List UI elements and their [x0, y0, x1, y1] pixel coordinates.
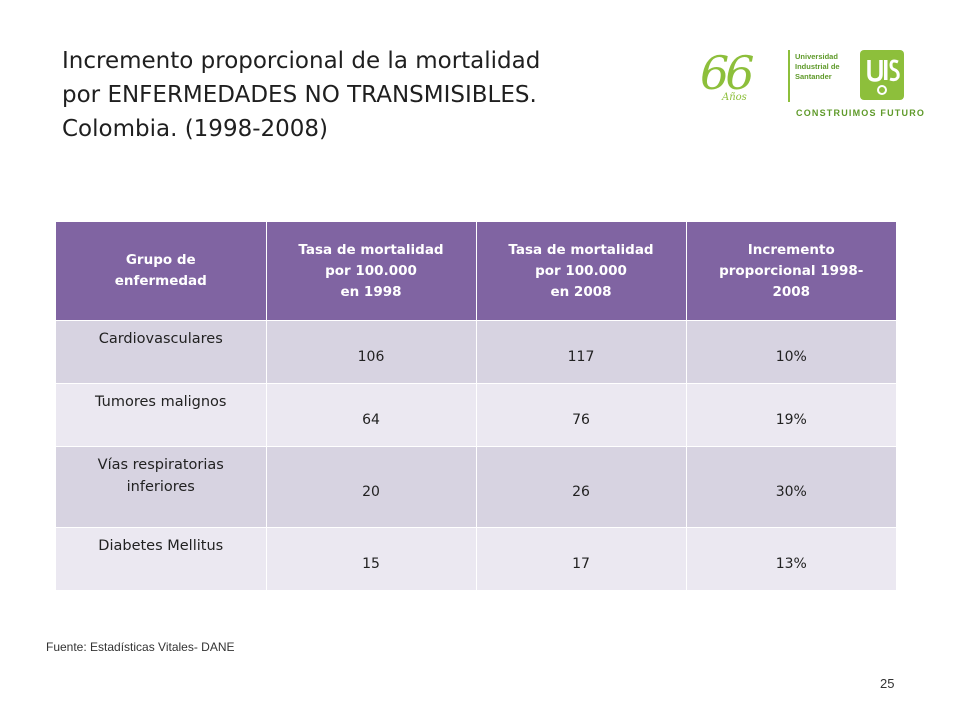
header-proportional-increase: Incremento proporcional 1998- 2008 [686, 222, 896, 321]
uis-shield-icon [860, 50, 904, 100]
university-name-line-1: Universidad [795, 52, 838, 61]
cell-increase: 10% [686, 320, 896, 384]
logo-tagline: CONSTRUIMOS FUTURO [796, 108, 926, 118]
cell-increase: 19% [686, 383, 896, 447]
slide-title-line-1: Incremento proporcional de la mortalidad [62, 48, 541, 74]
page-number: 25 [880, 676, 895, 691]
cell-disease-group: Cardiovasculares [56, 320, 267, 384]
header-disease-group: Grupo de enfermedad [56, 222, 267, 321]
cell-rate-2008: 17 [476, 527, 687, 590]
table-row: Cardiovasculares 106 117 10% [56, 320, 896, 384]
slide-title: Incremento proporcional de la mortalidad… [62, 44, 662, 146]
mortality-table: Grupo de enfermedad Tasa de mortalidad p… [56, 222, 896, 590]
cell-rate-2008: 76 [476, 383, 687, 447]
table-row: Vías respiratorias inferiores 20 26 30% [56, 446, 896, 528]
source-note: Fuente: Estadísticas Vitales- DANE [46, 640, 235, 654]
mortality-table-container: Grupo de enfermedad Tasa de mortalidad p… [56, 222, 896, 590]
slide-title-line-3: Colombia. (1998-2008) [62, 116, 329, 142]
cell-rate-2008: 26 [476, 446, 687, 528]
uis-logo: 66 Años Universidad Industrial de Santan… [700, 46, 924, 126]
cell-increase: 13% [686, 527, 896, 590]
header-rate-2008: Tasa de mortalidad por 100.000 en 2008 [476, 222, 687, 321]
university-name-line-3: Santander [795, 72, 832, 81]
table-header-row: Grupo de enfermedad Tasa de mortalidad p… [56, 222, 896, 321]
cell-rate-1998: 106 [266, 320, 477, 384]
university-name-line-2: Industrial de [795, 62, 840, 71]
cell-rate-1998: 20 [266, 446, 477, 528]
cell-disease-group: Vías respiratorias inferiores [56, 446, 267, 528]
cell-rate-1998: 64 [266, 383, 477, 447]
cell-rate-2008: 117 [476, 320, 687, 384]
slide-title-line-2: por ENFERMEDADES NO TRANSMISIBLES. [62, 82, 537, 108]
anniversary-years-label: Años [722, 92, 747, 103]
table-row: Tumores malignos 64 76 19% [56, 383, 896, 447]
anniversary-number: 66 [700, 46, 755, 100]
university-name: Universidad Industrial de Santander [795, 52, 861, 82]
table-row: Diabetes Mellitus 15 17 13% [56, 527, 896, 590]
cell-rate-1998: 15 [266, 527, 477, 590]
cell-increase: 30% [686, 446, 896, 528]
logo-divider [788, 50, 790, 102]
cell-disease-group: Tumores malignos [56, 383, 267, 447]
cell-disease-group: Diabetes Mellitus [56, 527, 267, 590]
header-rate-1998: Tasa de mortalidad por 100.000 en 1998 [266, 222, 477, 321]
